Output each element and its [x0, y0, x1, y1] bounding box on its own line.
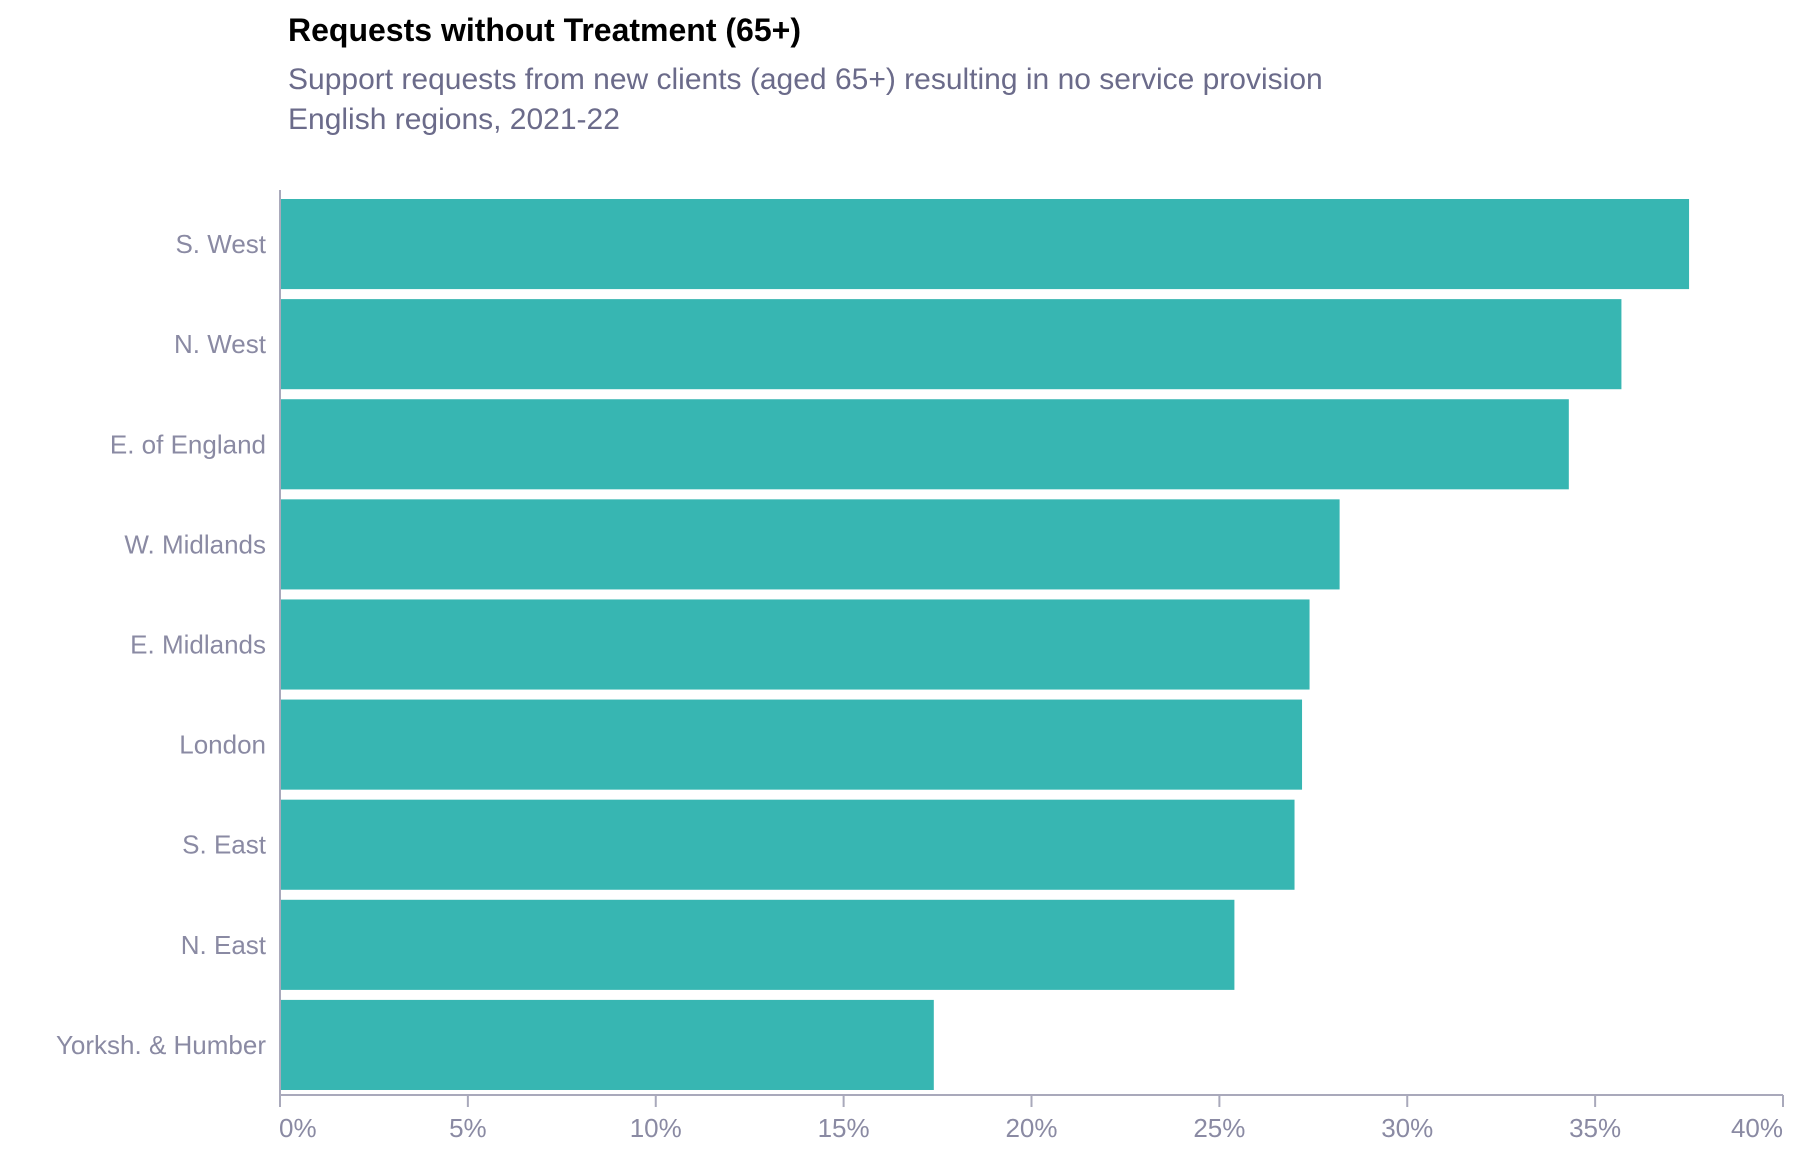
x-ticks: 0% 5% 10% 15% 20% 25% 30% 35% 40%: [279, 1095, 1784, 1143]
bar-n-west: [280, 299, 1622, 390]
x-tick-label: 15%: [818, 1113, 870, 1143]
category-label: E. of England: [110, 429, 266, 459]
bar-e-midlands: [280, 599, 1310, 690]
x-tick-label: 30%: [1381, 1113, 1433, 1143]
bar-s-east: [280, 799, 1295, 890]
category-label: N. East: [181, 930, 267, 960]
bar-n-east: [280, 899, 1235, 990]
chart-title: Requests without Treatment (65+): [288, 12, 801, 48]
x-tick-label: 0%: [279, 1113, 317, 1143]
category-label: S. East: [182, 830, 267, 860]
x-tick-label: 5%: [449, 1113, 487, 1143]
category-label: E. Midlands: [130, 630, 266, 660]
bar-e-of-england: [280, 399, 1569, 490]
category-labels: S. West N. West E. of England W. Midlands E.…: [56, 229, 267, 1060]
x-tick-label: 35%: [1569, 1113, 1621, 1143]
bar-s-west: [280, 199, 1690, 290]
bar-w-midlands: [280, 499, 1340, 590]
category-label: N. West: [174, 329, 267, 359]
x-tick-label: 20%: [1005, 1113, 1057, 1143]
subtitle-line-1: Support requests from new clients (aged …: [288, 63, 1323, 96]
category-label: W. Midlands: [124, 529, 266, 559]
category-label: S. West: [175, 229, 266, 259]
x-tick-label: 10%: [630, 1113, 682, 1143]
bar-yorksh-humber: [280, 999, 934, 1090]
x-tick-label: 25%: [1193, 1113, 1245, 1143]
category-label: London: [179, 730, 266, 760]
category-label: Yorksh. & Humber: [56, 1030, 266, 1060]
bar-london: [280, 699, 1303, 790]
subtitle-line-2: English regions, 2021-22: [288, 103, 620, 136]
bars-group: [280, 199, 1690, 1090]
x-tick-label: 40%: [1731, 1113, 1783, 1143]
chart-subtitle: Support requests from new clients (aged …: [288, 60, 1323, 140]
